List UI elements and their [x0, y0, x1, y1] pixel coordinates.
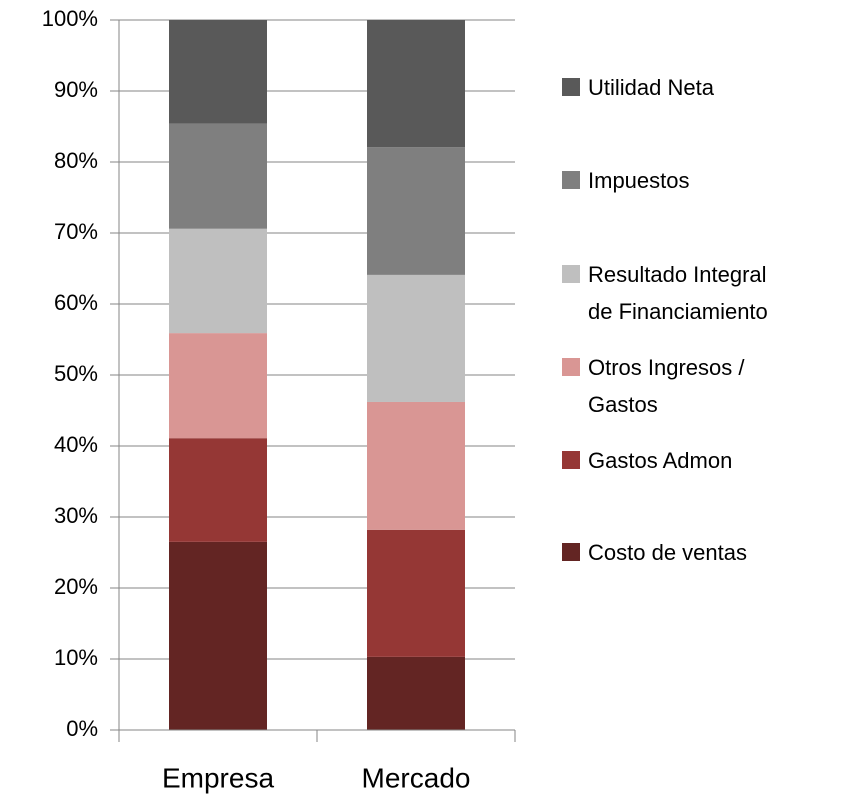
bar-segment: [367, 147, 465, 275]
bar-segment: [169, 20, 267, 124]
legend-swatch: [562, 171, 580, 189]
y-tick-label: 10%: [54, 645, 98, 670]
bar-segment: [169, 333, 267, 439]
y-tick-label: 90%: [54, 77, 98, 102]
y-tick-label: 50%: [54, 361, 98, 386]
bar-segment: [169, 123, 267, 229]
y-tick-label: 0%: [66, 716, 98, 741]
legend-swatch: [562, 358, 580, 376]
legend-swatch: [562, 78, 580, 96]
y-tick-label: 100%: [42, 6, 98, 31]
legend-label: Gastos Admon: [588, 448, 733, 473]
bar-segment: [367, 529, 465, 657]
y-tick-label: 40%: [54, 432, 98, 457]
bar-segment: [367, 274, 465, 402]
legend-item: Otros Ingresos / Gastos: [562, 349, 802, 423]
bar-segment: [367, 656, 465, 730]
legend-item: Utilidad Neta: [562, 69, 802, 106]
legend-label: Otros Ingresos / Gastos: [588, 355, 745, 417]
legend-swatch: [562, 265, 580, 283]
legend-label: Impuestos: [588, 168, 690, 193]
legend-swatch: [562, 451, 580, 469]
bar-segment: [169, 541, 267, 730]
bar-segment: [367, 20, 465, 148]
y-tick-label: 80%: [54, 148, 98, 173]
x-tick-label: Empresa: [162, 762, 274, 793]
legend-label: Utilidad Neta: [588, 75, 714, 100]
y-tick-label: 20%: [54, 574, 98, 599]
bar-segment: [169, 438, 267, 542]
legend-swatch: [562, 543, 580, 561]
bar-segment: [367, 401, 465, 530]
y-tick-label: 70%: [54, 219, 98, 244]
x-tick-label: Mercado: [362, 762, 471, 793]
y-tick-label: 30%: [54, 503, 98, 528]
legend-label: Costo de ventas: [588, 540, 747, 565]
legend-label: Resultado Integral de Financiamiento: [588, 262, 768, 324]
legend-item: Impuestos: [562, 162, 802, 199]
legend-item: Gastos Admon: [562, 442, 802, 479]
bar-segment: [169, 228, 267, 334]
y-tick-label: 60%: [54, 290, 98, 315]
legend-item: Costo de ventas: [562, 534, 802, 571]
legend-item: Resultado Integral de Financiamiento: [562, 256, 802, 330]
